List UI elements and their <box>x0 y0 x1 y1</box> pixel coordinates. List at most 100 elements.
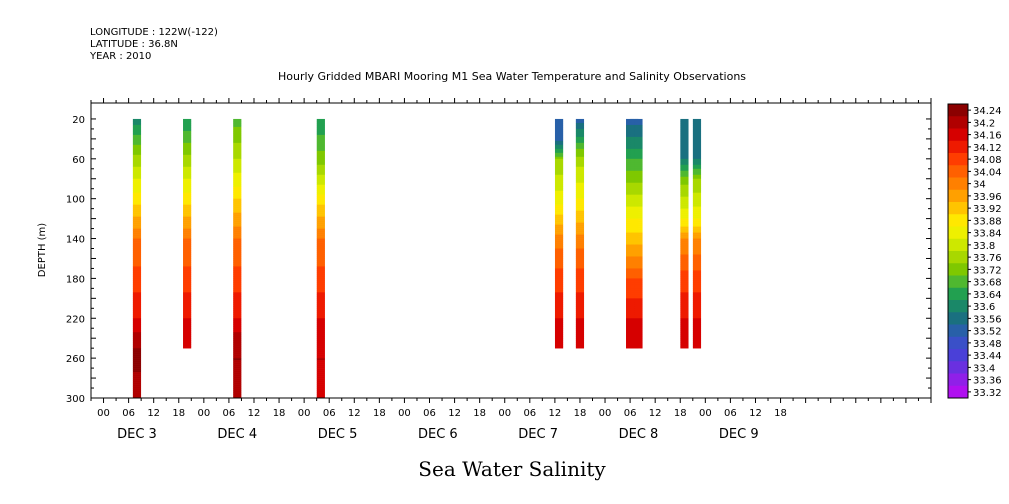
salinity-cell <box>634 178 643 182</box>
colorbar-swatch <box>948 300 968 313</box>
salinity-cell <box>630 326 639 329</box>
salinity-cell <box>233 390 242 393</box>
salinity-cell <box>575 184 585 188</box>
salinity-cell <box>680 274 689 277</box>
colorbar-swatch <box>948 177 968 191</box>
salinity-cell <box>132 316 142 319</box>
salinity-cell <box>316 278 325 281</box>
salinity-cell <box>692 252 702 255</box>
salinity-cell <box>132 252 142 255</box>
salinity-cell <box>132 348 142 351</box>
salinity-cell <box>630 174 639 178</box>
salinity-cell <box>692 260 702 263</box>
salinity-cell <box>634 156 643 160</box>
salinity-cell <box>316 290 325 293</box>
salinity-cell <box>634 328 643 331</box>
salinity-cell <box>132 324 142 327</box>
salinity-cell <box>316 366 325 369</box>
salinity-cell <box>630 164 639 168</box>
salinity-cell <box>680 276 689 279</box>
salinity-cell <box>316 256 325 259</box>
y-tick-label: 60 <box>72 155 85 166</box>
salinity-cell <box>575 294 585 297</box>
salinity-cell <box>626 166 635 170</box>
salinity-cell <box>692 314 702 317</box>
salinity-cell <box>626 160 635 164</box>
salinity-cell <box>132 384 142 387</box>
salinity-cell <box>680 236 689 239</box>
salinity-cell <box>634 162 643 166</box>
salinity-cell <box>680 166 689 170</box>
salinity-cell <box>680 176 689 180</box>
salinity-cell <box>132 352 142 355</box>
salinity-cell <box>316 222 325 225</box>
salinity-cell <box>183 338 192 341</box>
salinity-cell <box>183 144 192 148</box>
salinity-cell <box>316 192 325 195</box>
salinity-cell <box>634 152 643 156</box>
salinity-cell <box>634 336 643 339</box>
x-day-label: DEC 5 <box>318 427 358 442</box>
salinity-cell <box>630 222 639 225</box>
salinity-cell <box>692 330 702 333</box>
salinity-cell <box>575 164 585 168</box>
salinity-cell <box>132 380 142 383</box>
salinity-cell <box>575 172 585 176</box>
salinity-cell <box>692 226 702 229</box>
salinity-cell <box>692 304 702 307</box>
salinity-cell <box>626 334 635 337</box>
salinity-cell <box>680 134 689 138</box>
salinity-cell <box>680 214 689 217</box>
salinity-cell <box>233 264 242 267</box>
salinity-cell <box>575 290 585 293</box>
salinity-cell <box>132 228 142 231</box>
colorbar-swatch <box>948 373 968 387</box>
salinity-cell <box>183 174 192 178</box>
salinity-cell <box>316 342 325 345</box>
salinity-cell <box>132 390 142 393</box>
salinity-cell <box>233 160 242 164</box>
salinity-cell <box>630 294 639 297</box>
salinity-cell <box>316 236 325 239</box>
salinity-cell <box>316 126 325 130</box>
salinity-cell <box>692 272 702 275</box>
salinity-cell <box>132 148 142 152</box>
salinity-cell <box>626 156 635 160</box>
salinity-cell <box>634 148 643 152</box>
salinity-cell <box>554 202 564 205</box>
salinity-cell <box>554 226 564 229</box>
salinity-cell <box>233 154 242 158</box>
salinity-cell <box>634 226 643 229</box>
salinity-cell <box>554 220 564 223</box>
salinity-cell <box>132 156 142 160</box>
salinity-cell <box>183 222 192 225</box>
salinity-cell <box>575 320 585 323</box>
salinity-cell <box>626 176 635 180</box>
salinity-cell <box>316 140 325 144</box>
salinity-cell <box>554 242 564 245</box>
salinity-cell <box>692 246 702 249</box>
salinity-cell <box>634 198 643 201</box>
salinity-cell <box>680 170 689 174</box>
salinity-cell <box>316 186 325 190</box>
salinity-cell <box>692 212 702 215</box>
salinity-cell <box>233 136 242 140</box>
salinity-cell <box>316 194 325 197</box>
salinity-cell <box>630 310 639 313</box>
salinity-cell <box>554 274 564 277</box>
colorbar-swatch <box>948 324 968 338</box>
salinity-cell <box>575 246 585 249</box>
colorbar-swatch <box>948 104 968 117</box>
x-day-label: DEC 3 <box>117 427 157 442</box>
salinity-cell <box>630 154 639 158</box>
salinity-cell <box>233 328 242 331</box>
salinity-cell <box>233 202 242 205</box>
salinity-cell <box>630 258 639 261</box>
salinity-cell <box>233 322 242 325</box>
salinity-cell <box>634 220 643 223</box>
salinity-cell <box>692 286 702 289</box>
colorbar-swatch <box>948 214 968 227</box>
salinity-cell <box>692 230 702 233</box>
salinity-cell <box>630 120 639 124</box>
salinity-cell <box>132 346 142 349</box>
